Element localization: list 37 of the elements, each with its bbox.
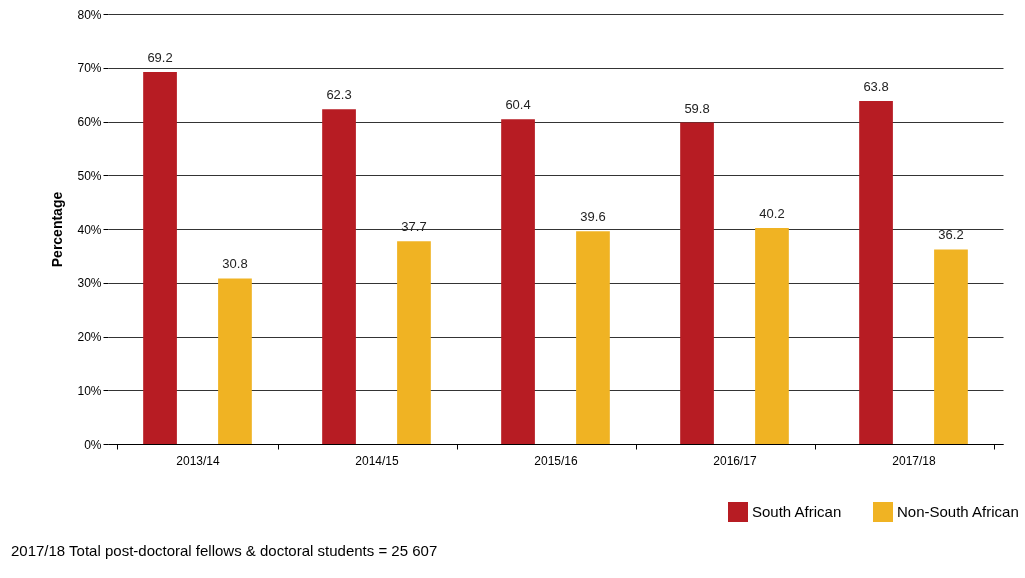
y-tick-label: 60% [77,115,102,129]
y-tick-label: 50% [77,168,102,183]
y-tick-label: 0% [84,437,102,452]
data-label: 39.6 [580,209,606,225]
bar [680,122,714,444]
y-tick-label: 10% [77,383,102,398]
y-axis-title: Percentage [49,191,66,268]
bar [322,109,356,444]
bar [218,278,252,444]
bar [755,227,789,444]
data-label: 30.8 [222,256,248,272]
y-tick-label: 40% [77,222,102,237]
data-label: 36.2 [938,227,964,243]
data-label: 62.3 [326,87,352,103]
data-label: 60.4 [505,97,531,113]
x-tick-label: 2017/18 [892,453,937,468]
y-tick-label: 80% [77,7,102,22]
x-tick-label: 2013/14 [176,453,221,468]
bar [859,101,893,444]
y-tick-label: 20% [77,330,102,344]
x-tick-label: 2014/15 [355,453,400,468]
data-label: 69.2 [147,50,173,66]
data-label: 63.8 [863,79,889,95]
bar [397,241,431,444]
legend-label: South African [752,503,842,520]
x-tick-label: 2016/17 [713,453,758,468]
text: 2017/18 Total post-doctoral fellows & doctoral students = 25 607 [10,542,438,559]
y-tick-label: 30% [77,276,102,291]
bar [576,231,610,444]
data-label: 40.2 [759,205,785,221]
bar [934,249,968,444]
bar [501,119,535,444]
legend-label: Non-South African [897,503,1019,520]
y-tick-label: 70% [77,61,102,76]
x-tick-label: 2015/16 [534,453,579,468]
data-label: 59.8 [684,100,710,116]
bar [143,72,177,444]
